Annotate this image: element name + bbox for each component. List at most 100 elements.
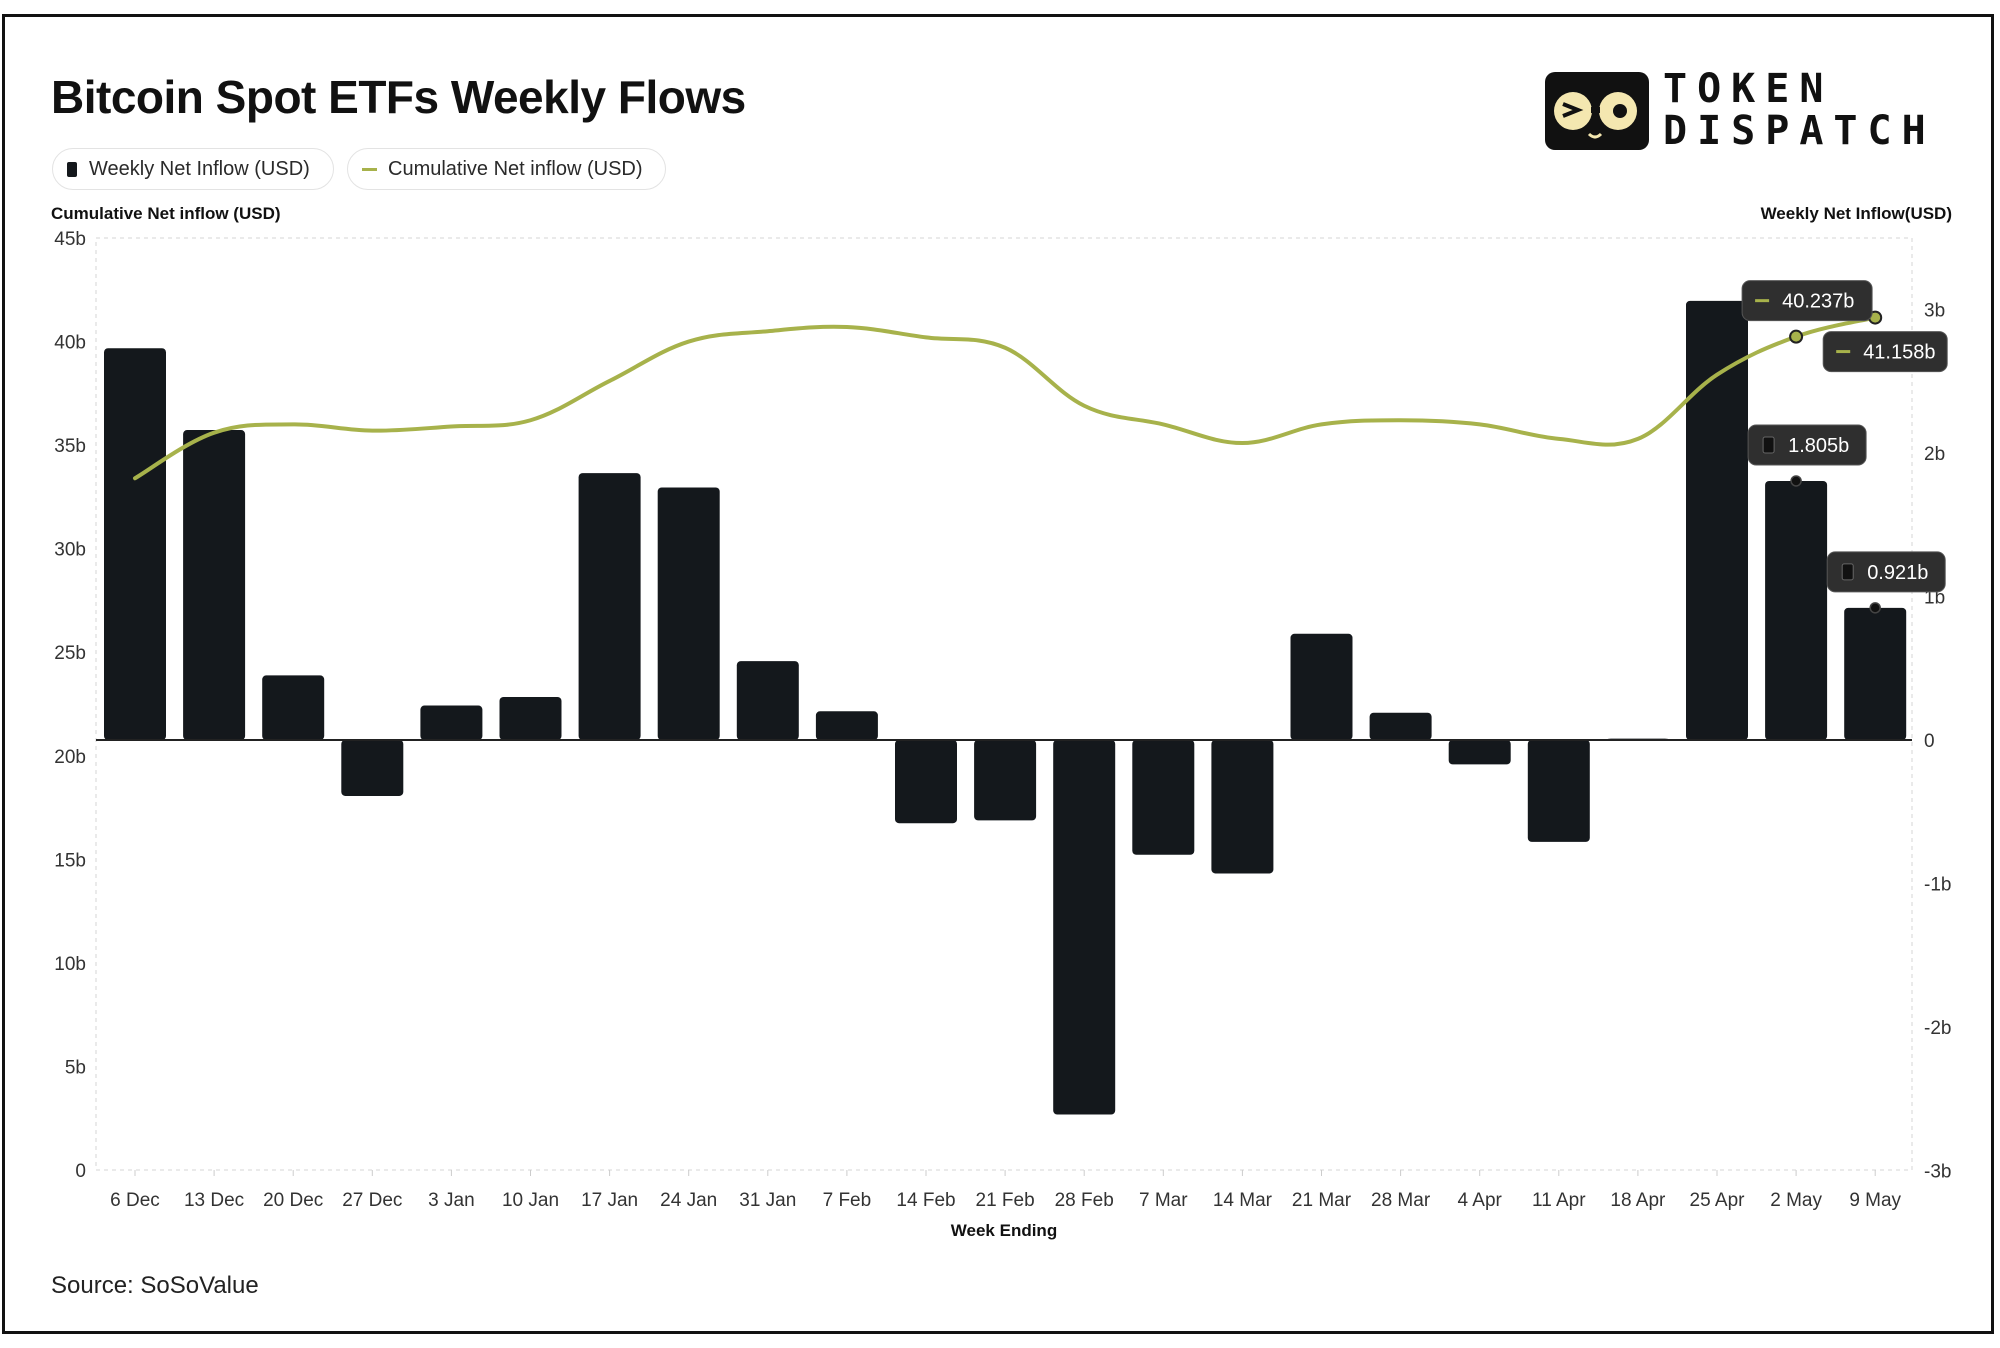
line-swatch-icon: [1836, 350, 1851, 354]
x-tick-label: 7 Feb: [823, 1190, 872, 1211]
legend-label-weekly: Weekly Net Inflow (USD): [89, 157, 310, 180]
right-axis-title: Weekly Net Inflow(USD): [1760, 204, 1952, 223]
x-tick-label: 20 Dec: [263, 1190, 323, 1211]
tooltip-box: [1741, 280, 1873, 322]
x-tick-label: 14 Feb: [896, 1190, 955, 1211]
bar-11-apr[interactable]: [1527, 740, 1590, 842]
right-tick-label: 1b: [1924, 588, 1945, 609]
left-tick-label: 15b: [54, 850, 86, 871]
x-tick-label: 31 Jan: [739, 1190, 796, 1211]
right-tick-label: 2b: [1924, 444, 1945, 465]
x-tick-label: 14 Mar: [1213, 1190, 1273, 1211]
chart-frame: [2, 14, 1994, 1334]
x-tick-label: 18 Apr: [1610, 1190, 1666, 1211]
right-tick-label: -3b: [1924, 1162, 1951, 1183]
bar-3-jan[interactable]: [420, 705, 483, 740]
source-note: Source: SoSoValue: [51, 1272, 259, 1299]
bar-31-jan[interactable]: [736, 661, 799, 740]
x-tick-label: 28 Feb: [1055, 1190, 1114, 1211]
x-tick-label: 27 Dec: [342, 1190, 402, 1211]
x-tick-label: 24 Jan: [660, 1190, 717, 1211]
bar-point-marker[interactable]: [1790, 475, 1802, 487]
x-tick-label: 2 May: [1770, 1190, 1822, 1211]
x-tick-label: 10 Jan: [502, 1190, 559, 1211]
bar-25-apr[interactable]: [1686, 300, 1748, 740]
tooltip-cumulative-2-may[interactable]: 40.237b: [1741, 280, 1873, 322]
bar-27-dec[interactable]: [341, 740, 404, 796]
bar-4-apr[interactable]: [1448, 740, 1511, 765]
brand-wordmark: TOKEN DISPATCH: [1663, 68, 1936, 152]
x-tick-label: 7 Mar: [1139, 1190, 1188, 1211]
x-tick-label: 6 Dec: [110, 1190, 160, 1211]
brand-line-1: TOKEN: [1663, 66, 1834, 112]
x-tick-label: 9 May: [1849, 1190, 1901, 1211]
left-tick-label: 25b: [54, 643, 86, 664]
line-swatch-icon: [1755, 299, 1770, 303]
right-tick-label: -2b: [1924, 1018, 1951, 1039]
left-tick-label: 5b: [65, 1057, 86, 1078]
bar-swatch-icon: [67, 161, 77, 177]
tooltip-box: [1826, 551, 1946, 593]
bar-21-feb[interactable]: [974, 740, 1037, 821]
token-dispatch-logo: TOKEN DISPATCH: [1545, 68, 1960, 154]
tooltip-label: 1.805b: [1788, 435, 1849, 457]
tooltip-label: 0.921b: [1867, 562, 1928, 584]
tooltip-label: 41.158b: [1863, 342, 1935, 364]
bar-point-marker[interactable]: [1869, 602, 1881, 614]
line-point-marker[interactable]: [1789, 329, 1804, 344]
brand-line-2: DISPATCH: [1663, 108, 1936, 154]
tooltip-box: [1822, 331, 1948, 373]
bar-swatch-icon: [1762, 436, 1775, 454]
bar-2-may[interactable]: [1765, 480, 1828, 740]
tooltip-label: 40.237b: [1782, 291, 1854, 313]
bar-9-may[interactable]: [1844, 607, 1907, 740]
bar-28-mar[interactable]: [1369, 712, 1432, 740]
left-axis-title: Cumulative Net inflow (USD): [51, 204, 281, 223]
cumulative-line[interactable]: [133, 315, 1878, 481]
left-tick-label: 10b: [54, 954, 86, 975]
bar-10-jan[interactable]: [499, 696, 562, 740]
tooltip-box: [1747, 424, 1867, 466]
right-tick-label: 0: [1924, 731, 1935, 752]
tooltip-weekly-9-may[interactable]: 0.921b: [1826, 551, 1946, 593]
left-tick-label: 20b: [54, 747, 86, 768]
bar-14-feb[interactable]: [895, 740, 957, 824]
x-axis-title: Week Ending: [951, 1221, 1057, 1240]
left-tick-label: 30b: [54, 540, 86, 561]
tooltip-cumulative-9-may[interactable]: 41.158b: [1822, 331, 1948, 373]
x-tick-label: 21 Feb: [976, 1190, 1035, 1211]
legend-item-cumulative[interactable]: Cumulative Net inflow (USD): [347, 148, 666, 190]
right-tick-label: 3b: [1924, 301, 1945, 322]
bar-17-jan[interactable]: [578, 473, 641, 740]
x-tick-label: 13 Dec: [184, 1190, 244, 1211]
plot-area-border: [95, 237, 1913, 1171]
bar-13-dec[interactable]: [183, 430, 246, 740]
goggles-icon: [1545, 72, 1649, 150]
bar-7-mar[interactable]: [1132, 740, 1195, 855]
legend-item-weekly[interactable]: Weekly Net Inflow (USD): [52, 148, 334, 190]
bar-20-dec[interactable]: [262, 675, 325, 740]
bar-14-mar[interactable]: [1211, 740, 1274, 874]
bar-swatch-icon: [1841, 563, 1854, 581]
legend-label-cumulative: Cumulative Net inflow (USD): [388, 157, 643, 180]
bar-24-jan[interactable]: [657, 487, 720, 740]
bar-6-dec[interactable]: [104, 348, 166, 740]
left-tick-label: 40b: [54, 333, 86, 354]
left-tick-label: 45b: [54, 229, 86, 250]
x-tick-label: 4 Apr: [1458, 1190, 1503, 1211]
x-tick-label: 28 Mar: [1371, 1190, 1431, 1211]
bar-28-feb[interactable]: [1053, 740, 1116, 1115]
x-tick-label: 11 Apr: [1532, 1190, 1586, 1211]
bar-21-mar[interactable]: [1290, 633, 1353, 740]
x-tick-label: 21 Mar: [1292, 1190, 1352, 1211]
line-swatch-icon: [362, 167, 377, 171]
x-tick-label: 17 Jan: [581, 1190, 638, 1211]
left-tick-label: 35b: [54, 436, 86, 457]
bar-7-feb[interactable]: [815, 711, 878, 740]
right-tick-label: -1b: [1924, 875, 1951, 896]
chart-title: Bitcoin Spot ETFs Weekly Flows: [51, 71, 746, 123]
x-tick-label: 25 Apr: [1690, 1190, 1746, 1211]
tooltip-weekly-2-may[interactable]: 1.805b: [1747, 424, 1867, 466]
left-tick-label: 0: [75, 1161, 86, 1182]
